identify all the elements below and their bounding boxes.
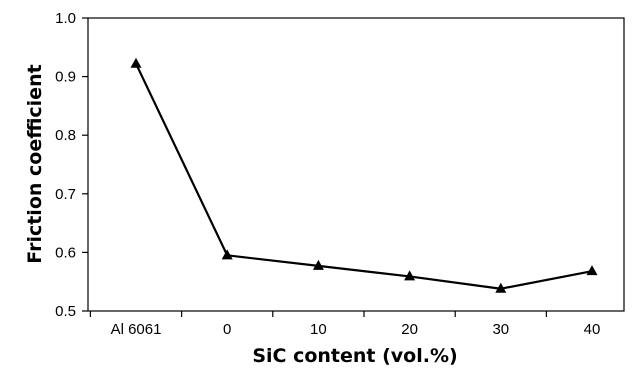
y-axis-title: Friction coefficient xyxy=(24,64,46,263)
y-tick-label: 0.7 xyxy=(55,186,76,203)
x-tick-label: 10 xyxy=(310,321,327,338)
x-tick-label: 40 xyxy=(584,321,601,338)
x-axis: Al 6061 0 10 20 30 40 xyxy=(89,311,637,338)
data-point-marker xyxy=(586,265,598,276)
plot-frame xyxy=(87,17,625,312)
plot-area xyxy=(87,17,625,312)
data-point-marker xyxy=(130,57,142,68)
y-tick-label: 0.8 xyxy=(55,127,76,144)
series-line xyxy=(135,63,593,290)
y-tick-label: 0.6 xyxy=(55,244,76,261)
data-point-marker xyxy=(404,270,416,281)
data-point-marker xyxy=(221,249,233,260)
data-point-marker xyxy=(312,259,324,270)
y-axis: 0.5 0.6 0.7 0.8 0.9 1.0 xyxy=(55,10,88,320)
x-tick-label: 30 xyxy=(492,321,509,338)
y-tick-label: 1.0 xyxy=(55,10,76,27)
y-tick-label: 0.9 xyxy=(55,69,76,86)
data-point-marker xyxy=(495,282,507,293)
x-tick-label: 20 xyxy=(401,321,418,338)
x-tick-label: Al 6061 xyxy=(111,321,162,338)
x-axis-title: SiC content (vol.%) xyxy=(252,345,457,367)
x-tick-label: 0 xyxy=(223,321,231,338)
y-tick-label: 0.5 xyxy=(55,303,76,320)
